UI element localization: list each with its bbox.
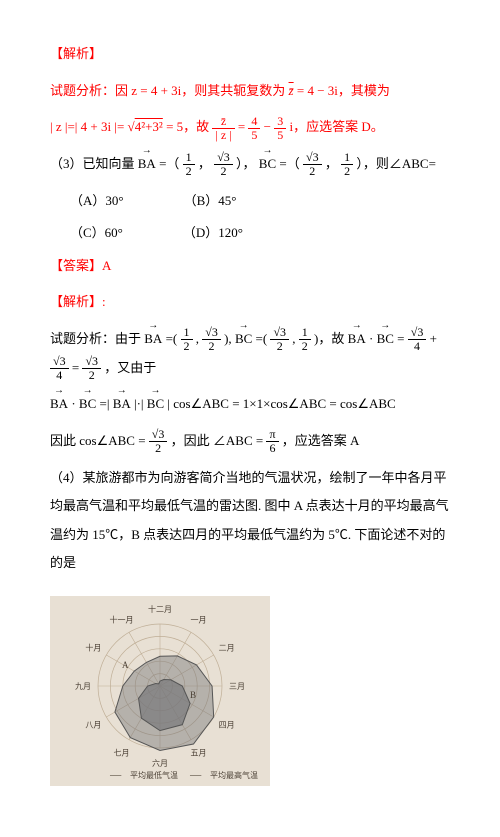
- t: 试题分析：由于: [50, 331, 141, 346]
- t2: = 4 − 3i，其模为: [297, 83, 390, 98]
- q3-options-row2: （C）60° （D）120°: [70, 219, 450, 248]
- svg-text:A: A: [122, 660, 129, 670]
- t: +: [430, 331, 437, 346]
- sqrt: 4²+3²: [135, 119, 163, 134]
- svg-text:六月: 六月: [152, 758, 168, 768]
- t: ，故: [318, 331, 344, 346]
- frac-zz: z̄| z |: [212, 115, 234, 142]
- t: =(: [166, 331, 178, 346]
- vec-bc: BC: [259, 150, 276, 179]
- f3: √32: [270, 326, 289, 353]
- answer-label: 【答案】A: [50, 252, 450, 281]
- svg-text:十月: 十月: [85, 643, 101, 653]
- svg-text:九月: 九月: [75, 682, 91, 691]
- analysis-line-1a: 试题分析：因 z = 4 + 3i，则其共轭复数为 z̄ = 4 − 3i，其模…: [50, 77, 450, 106]
- vba: BA: [348, 325, 366, 354]
- analysis-header-1: 【解析】: [50, 40, 450, 69]
- t: 因此 cos∠ABC =: [50, 433, 149, 448]
- t: =: [397, 331, 408, 346]
- t: ),: [224, 331, 232, 346]
- f5: √34: [408, 326, 427, 353]
- t: 试题分析：因 z = 4 + 3i，则其共轭复数为: [50, 83, 285, 98]
- f4: 12: [299, 326, 311, 353]
- analysis-2-line-a: 试题分析：由于 BA =( 12 , √32 ), BC =( √32 , 12…: [50, 325, 450, 382]
- svg-text:十二月: 十二月: [148, 604, 172, 614]
- svg-text:平均最低气温: 平均最低气温: [130, 770, 178, 780]
- vba2: BA: [50, 390, 68, 419]
- t: ，应选答案 A: [282, 433, 360, 448]
- r: i，应选答案 D。: [290, 119, 384, 134]
- svg-text:十一月: 十一月: [110, 614, 134, 624]
- svg-text:五月: 五月: [191, 749, 207, 758]
- t: | cos∠ABC = 1×1×cos∠ABC = cos∠ABC: [167, 396, 395, 411]
- svg-text:──: ──: [189, 771, 202, 780]
- t: ，因此 ∠ABC =: [171, 433, 267, 448]
- lhs: | z |=| 4 + 3i |=: [50, 119, 128, 134]
- svg-text:三月: 三月: [229, 682, 245, 691]
- analysis-line-1b: | z |=| 4 + 3i |= √4²+3² = 5，故 z̄| z | =…: [50, 113, 450, 142]
- zbar: z̄: [289, 83, 294, 98]
- t: ,: [196, 331, 199, 346]
- vec-bc2: BC: [235, 325, 252, 354]
- svg-text:七月: 七月: [114, 749, 130, 758]
- f7: √32: [82, 355, 101, 382]
- vec-ba2: BA: [144, 325, 162, 354]
- q3-options-row1: （A）30° （B）45°: [70, 187, 450, 216]
- opt-a[interactable]: （A）30°: [70, 187, 124, 216]
- t: |·|: [134, 396, 147, 411]
- t: ,: [292, 331, 295, 346]
- vbc2: BC: [79, 390, 96, 419]
- f1: 12: [181, 326, 193, 353]
- f2: √32: [202, 326, 221, 353]
- t: ），: [236, 156, 256, 171]
- d: ·: [71, 396, 75, 411]
- analysis-2-line-b: BA · BC =| BA |·| BC | cos∠ABC = 1×1×cos…: [50, 390, 450, 419]
- frac-45: 45: [248, 115, 260, 142]
- f9: π6: [266, 428, 278, 455]
- radar-chart: 十二月一月二月三月四月五月六月 七月 八月 九月 十月 十一月 A B ── 平均最低气温 ── 平均…: [50, 596, 270, 786]
- t: ），则∠ABC=: [356, 156, 436, 171]
- opt-b[interactable]: （B）45°: [184, 187, 237, 216]
- svg-text:──: ──: [109, 771, 122, 780]
- d: ·: [369, 331, 373, 346]
- t: =(: [256, 331, 268, 346]
- t: =（: [159, 156, 179, 171]
- f6: √34: [50, 355, 69, 382]
- t: =|: [100, 396, 113, 411]
- vbc: BC: [377, 325, 394, 354]
- f8: √32: [149, 428, 168, 455]
- t: （3）已知向量: [50, 156, 135, 171]
- vba3: BA: [113, 390, 131, 419]
- t: ，又由于: [104, 360, 156, 375]
- opt-d[interactable]: （D）120°: [183, 219, 243, 248]
- svg-text:一月: 一月: [191, 615, 207, 624]
- t: =（: [279, 156, 299, 171]
- frac-s3o2b: √32: [303, 151, 322, 178]
- t: =: [72, 360, 83, 375]
- frac-half: 12: [183, 151, 195, 178]
- svg-text:二月: 二月: [219, 644, 235, 653]
- vbc3: BC: [147, 390, 164, 419]
- frac-s3o2: √32: [214, 151, 233, 178]
- analysis-2-line-c: 因此 cos∠ABC = √32 ，因此 ∠ABC = π6 ，应选答案 A: [50, 427, 450, 456]
- q4-stem: （4）某旅游都市为向游客简介当地的气温状况，绘制了一年中各月平均最高气温和平均最…: [50, 464, 450, 578]
- eq5: = 5，故: [166, 119, 209, 134]
- frac-35: 35: [274, 115, 286, 142]
- opt-c[interactable]: （C）60°: [70, 219, 123, 248]
- frac-halfb: 12: [341, 151, 353, 178]
- svg-text:八月: 八月: [85, 721, 101, 730]
- svg-text:平均最高气温: 平均最高气温: [210, 770, 258, 780]
- analysis-header-2: 【解析】:: [50, 288, 450, 317]
- vec-ba: BA: [138, 150, 156, 179]
- svg-text:四月: 四月: [219, 721, 235, 730]
- svg-text:B: B: [190, 690, 196, 700]
- q3-stem: （3）已知向量 BA =（ 12 ， √32 ）， BC =（ √32 ， 12…: [50, 150, 450, 179]
